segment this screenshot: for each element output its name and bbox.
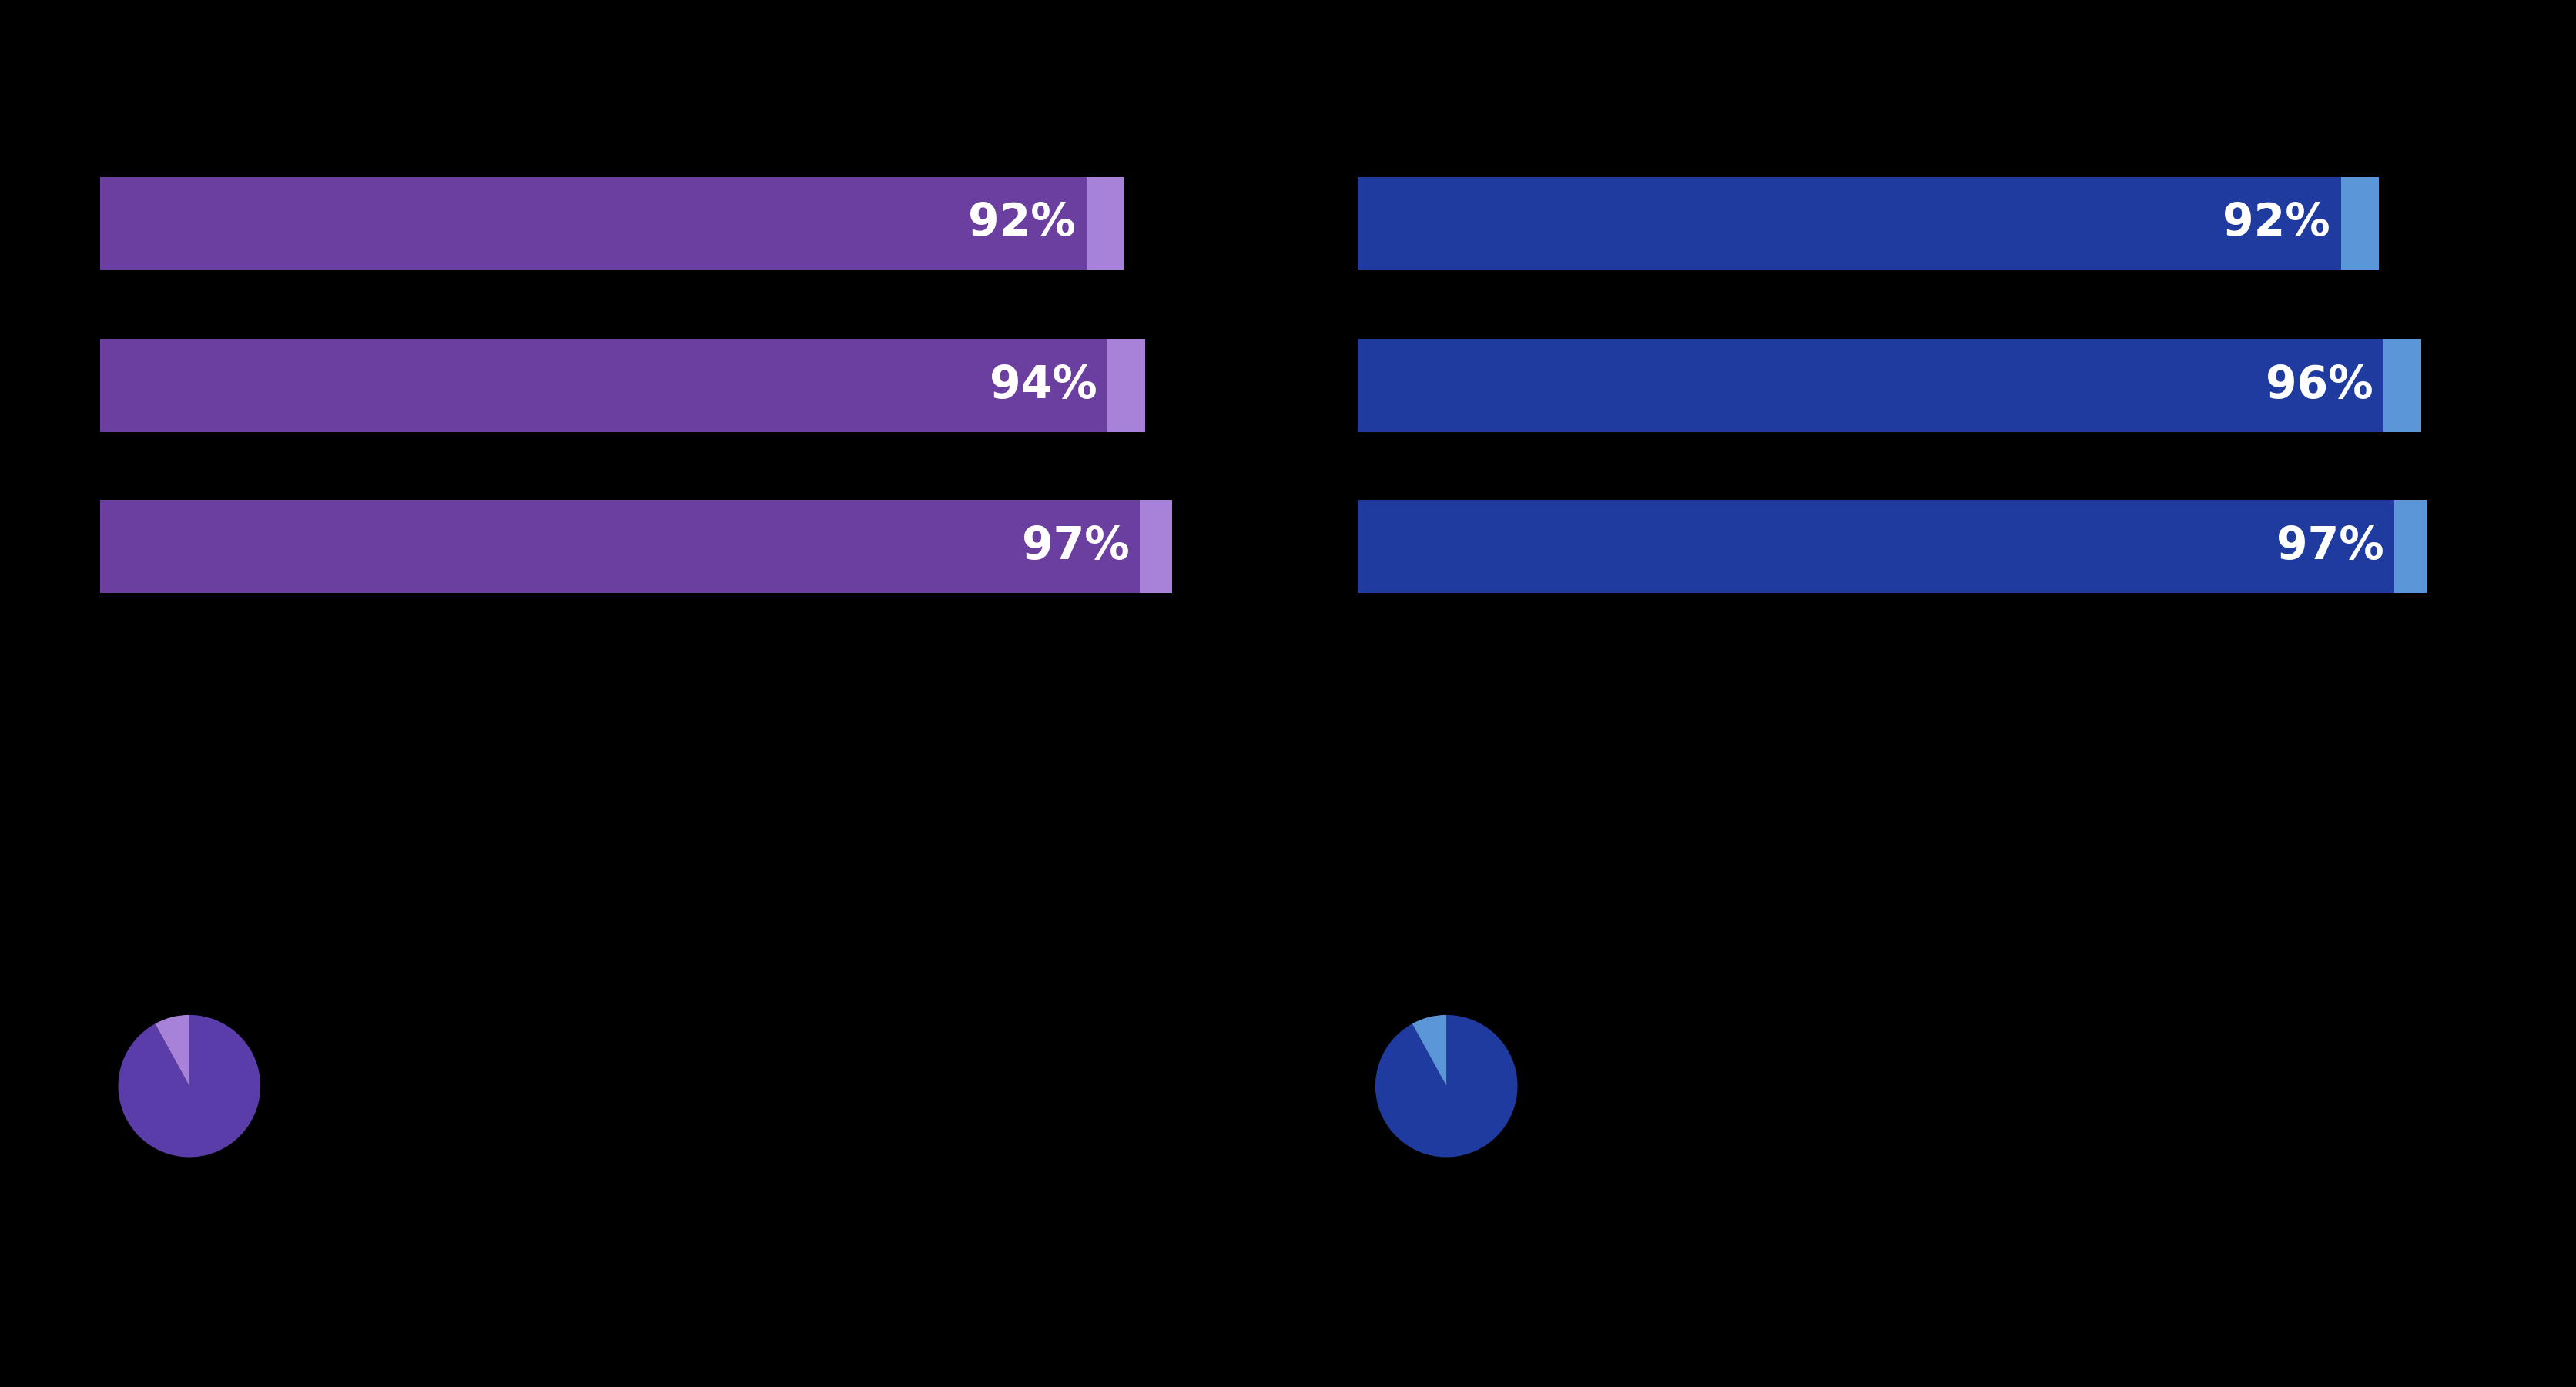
- Bar: [1087, 176, 1123, 269]
- Bar: [1108, 338, 1146, 433]
- Text: 92%: 92%: [2223, 201, 2331, 245]
- Text: 92%: 92%: [969, 201, 1077, 245]
- Text: 96%: 96%: [2264, 363, 2372, 408]
- Bar: [1141, 501, 1177, 594]
- Bar: [2342, 176, 2378, 269]
- Bar: [2396, 501, 2432, 594]
- Text: 94%: 94%: [989, 363, 1097, 408]
- Bar: [2383, 338, 2421, 433]
- Text: 97%: 97%: [2277, 524, 2383, 569]
- Wedge shape: [118, 1015, 260, 1157]
- Text: 97%: 97%: [1023, 524, 1128, 569]
- Wedge shape: [155, 1015, 191, 1086]
- Wedge shape: [1376, 1015, 1517, 1157]
- Wedge shape: [1412, 1015, 1448, 1086]
